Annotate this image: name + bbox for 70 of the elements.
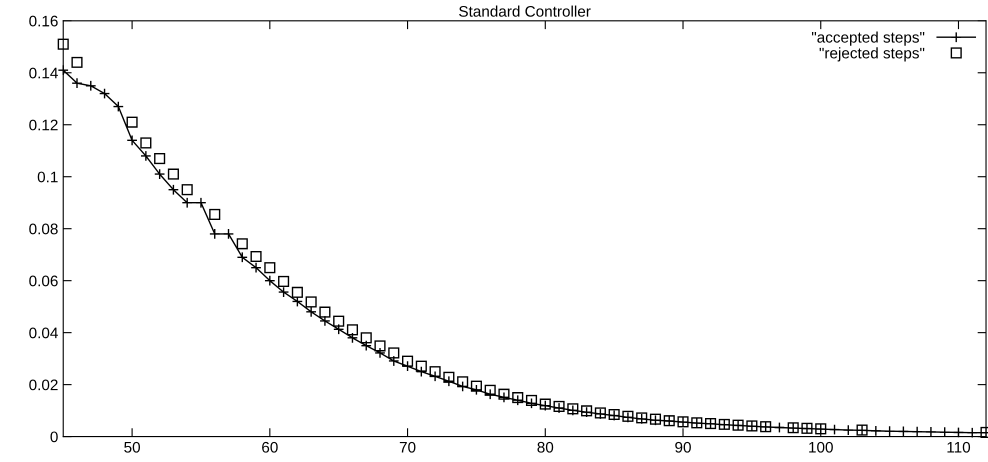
point — [443, 372, 454, 383]
y-tick-label: 0.02 — [29, 379, 58, 390]
point — [416, 360, 427, 372]
point — [732, 420, 744, 431]
point — [140, 137, 152, 148]
point — [333, 316, 344, 327]
x-tick-label: 110 — [947, 442, 970, 453]
point — [788, 422, 799, 434]
point — [71, 56, 83, 68]
y-tick-label: 0.08 — [29, 224, 58, 234]
point — [581, 405, 592, 416]
point — [278, 276, 290, 287]
point — [58, 38, 69, 50]
point — [718, 418, 730, 430]
point — [236, 238, 248, 250]
point — [746, 420, 758, 432]
point — [554, 400, 565, 412]
point — [636, 412, 648, 424]
point — [540, 398, 551, 410]
point — [306, 296, 317, 308]
y-tick-label: 0.12 — [29, 120, 58, 130]
point — [209, 208, 220, 220]
chart-title: Standard Controller — [459, 6, 591, 17]
point — [498, 388, 510, 400]
x-tick-label: 90 — [675, 442, 691, 453]
legend-label: "accepted steps" — [812, 31, 924, 46]
point — [346, 324, 358, 336]
point — [526, 394, 538, 406]
point — [705, 418, 716, 430]
point — [264, 262, 276, 274]
point — [388, 347, 400, 358]
point — [815, 423, 826, 434]
point — [250, 250, 262, 262]
point — [402, 356, 414, 367]
point — [567, 403, 578, 414]
x-tick-label: 60 — [262, 442, 278, 453]
y-tick-label: 0.06 — [29, 276, 58, 286]
x-tick-label: 80 — [537, 442, 554, 453]
point — [677, 416, 689, 428]
point — [182, 184, 193, 196]
point — [154, 152, 166, 164]
point — [608, 408, 620, 420]
point — [622, 410, 634, 422]
y-tick-label: 0.1 — [38, 172, 58, 182]
y-tick-label: 0 — [50, 431, 58, 442]
point — [691, 417, 702, 428]
x-tick-label: 50 — [124, 442, 140, 453]
y-tick-label: 0.04 — [29, 328, 58, 338]
x-tick-label: 100 — [809, 442, 833, 453]
x-tick-label: 70 — [400, 442, 416, 453]
legend-label: "rejected steps" — [820, 47, 924, 62]
point — [126, 116, 138, 128]
point — [856, 424, 868, 436]
point — [664, 415, 675, 426]
point — [292, 286, 303, 298]
point — [168, 168, 179, 180]
point — [319, 306, 330, 318]
point — [760, 421, 772, 432]
y-tick-label: 0.16 — [29, 16, 58, 26]
point — [430, 366, 441, 378]
point — [801, 422, 813, 434]
point — [650, 414, 662, 425]
y-tick-label: 0.14 — [29, 68, 58, 78]
point — [360, 332, 372, 344]
point — [457, 376, 468, 388]
point — [484, 384, 496, 396]
point — [512, 392, 524, 404]
point — [594, 407, 606, 418]
point — [470, 380, 482, 392]
point — [374, 340, 386, 352]
